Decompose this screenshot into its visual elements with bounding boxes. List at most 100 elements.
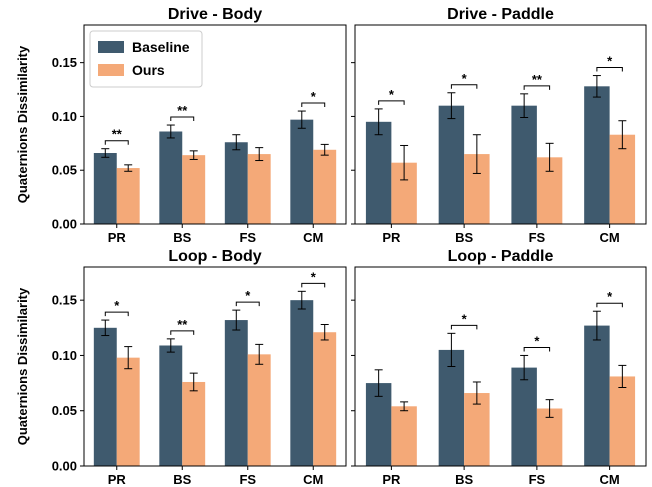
bar-baseline	[438, 105, 465, 224]
legend-swatch	[98, 41, 124, 53]
significance-marker: *	[245, 288, 251, 303]
bar-baseline	[438, 349, 465, 466]
bar-ours	[116, 168, 140, 224]
bar-baseline	[290, 300, 314, 466]
panel-title: Drive - Body	[168, 6, 262, 23]
x-tick-label: FS	[529, 230, 546, 245]
x-tick-label: BS	[173, 230, 191, 245]
legend-label: Baseline	[132, 39, 190, 55]
x-tick-label: FS	[239, 230, 256, 245]
y-tick-label: 0.10	[52, 109, 77, 124]
bar-baseline	[365, 383, 392, 466]
significance-marker: **	[112, 127, 123, 142]
x-tick-label: CM	[600, 472, 620, 487]
y-tick-label: 0.00	[52, 459, 77, 474]
x-tick-label: BS	[455, 472, 473, 487]
y-axis-label: Quaternions Dissimilarity	[15, 45, 30, 203]
bar-ours	[391, 406, 417, 466]
plot-frame	[83, 266, 347, 467]
bar-ours	[609, 376, 636, 466]
significance-marker: **	[177, 103, 188, 118]
bar-baseline	[584, 86, 610, 225]
bar-ours	[536, 408, 563, 466]
significance-bracket	[596, 67, 623, 72]
bar-baseline	[290, 119, 314, 224]
bar-baseline	[511, 105, 537, 224]
bar-baseline	[159, 345, 183, 466]
bar-ours	[313, 149, 337, 224]
significance-marker: **	[177, 317, 188, 332]
significance-marker: *	[462, 311, 468, 326]
bar-baseline	[93, 327, 117, 466]
bar-ours	[247, 154, 271, 224]
bar-ours	[464, 393, 490, 466]
significance-bracket	[301, 282, 326, 288]
y-tick-label: 0.15	[52, 293, 77, 308]
significance-marker: **	[532, 72, 543, 87]
bar-ours	[313, 332, 337, 466]
legend-swatch	[98, 64, 124, 76]
panel-4: Loop - Paddle PR BS * FS * CM *	[351, 248, 647, 487]
significance-marker: *	[607, 54, 613, 69]
y-axis-label: Quaternions Dissimilarity	[15, 287, 30, 445]
x-tick-label: CM	[303, 230, 323, 245]
x-tick-label: CM	[600, 230, 620, 245]
panel-3: Loop - Body 0.00 0.05 0.10 0.15 Quaternions D…	[15, 248, 347, 487]
y-tick-label: 0.00	[52, 217, 77, 232]
significance-bracket	[170, 330, 195, 335]
significance-marker: *	[534, 333, 540, 348]
x-tick-label: PR	[108, 230, 127, 245]
significance-marker: *	[114, 298, 120, 313]
panel-title: Loop - Body	[168, 248, 261, 265]
y-tick-label: 0.05	[52, 163, 77, 178]
bar-baseline	[159, 131, 183, 224]
bar-baseline	[93, 153, 117, 224]
significance-bracket	[450, 324, 478, 330]
bar-baseline	[511, 367, 537, 466]
legend-label: Ours	[132, 62, 165, 78]
significance-bracket	[104, 140, 129, 145]
bar-baseline	[365, 121, 392, 224]
bar-ours	[116, 357, 140, 466]
significance-bracket	[523, 346, 551, 352]
significance-bracket	[596, 302, 623, 308]
bar-baseline	[584, 325, 610, 466]
significance-marker: *	[311, 89, 317, 104]
significance-bracket	[170, 116, 195, 122]
plot-frame	[354, 24, 647, 225]
bar-baseline	[224, 320, 248, 466]
plot-frame	[83, 24, 347, 225]
significance-bracket	[378, 100, 405, 105]
x-tick-label: PR	[382, 472, 401, 487]
significance-bracket	[235, 301, 260, 307]
panel-2: Drive - Paddle PR * BS * FS ** CM *	[351, 6, 647, 245]
panel-title: Loop - Paddle	[448, 248, 554, 265]
x-tick-label: FS	[529, 472, 546, 487]
x-tick-label: PR	[382, 230, 401, 245]
significance-marker: *	[607, 289, 613, 304]
bar-baseline	[224, 142, 248, 224]
x-tick-label: BS	[455, 230, 473, 245]
significance-bracket	[301, 102, 326, 108]
significance-bracket	[450, 84, 478, 89]
significance-bracket	[523, 85, 551, 90]
significance-marker: *	[462, 71, 468, 86]
y-tick-label: 0.05	[52, 403, 77, 418]
x-tick-label: CM	[303, 472, 323, 487]
y-tick-label: 0.10	[52, 348, 77, 363]
x-tick-label: BS	[173, 472, 191, 487]
significance-bracket	[104, 311, 129, 317]
bar-ours	[247, 354, 271, 466]
significance-marker: *	[389, 87, 395, 102]
bar-ours	[182, 381, 206, 466]
significance-marker: *	[311, 269, 317, 284]
plot-frame	[354, 266, 647, 467]
x-tick-label: FS	[239, 472, 256, 487]
y-tick-label: 0.15	[52, 55, 77, 70]
bar-ours	[182, 155, 206, 224]
panel-title: Drive - Paddle	[447, 6, 554, 23]
x-tick-label: PR	[108, 472, 127, 487]
panel-1: Drive - Body 0.00 0.05 0.10 0.15 Quaternions …	[15, 6, 347, 245]
bar-ours	[609, 134, 636, 224]
